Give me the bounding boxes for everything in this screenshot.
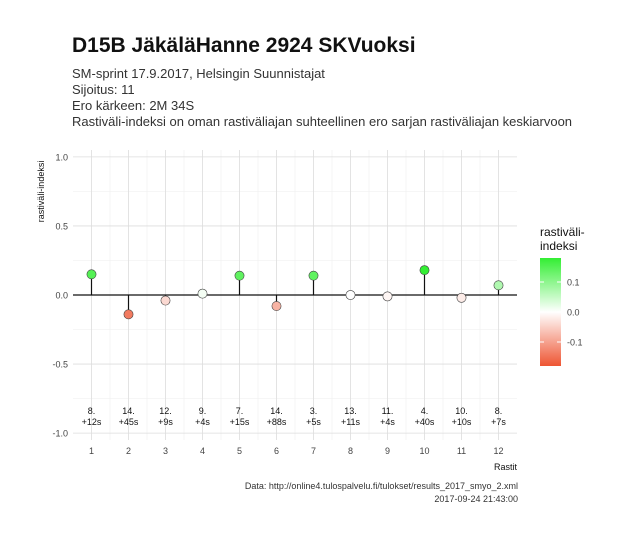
legend-tick-label: -0.1 xyxy=(567,338,583,348)
diff-label: +15s xyxy=(230,417,250,427)
data-point xyxy=(493,280,504,291)
data-point xyxy=(86,269,97,280)
y-axis-label: rastiväli-indeksi xyxy=(36,161,46,223)
data-point xyxy=(382,291,393,302)
diff-label: +10s xyxy=(452,417,472,427)
x-tick-label: 11 xyxy=(457,446,466,456)
rank-label: 8. xyxy=(495,406,503,416)
x-tick-label: 2 xyxy=(126,446,131,456)
x-tick-label: 8 xyxy=(348,446,353,456)
x-tick-label: 9 xyxy=(385,446,390,456)
data-point xyxy=(419,265,430,276)
data-point xyxy=(345,290,356,300)
y-tick-label: 0.5 xyxy=(55,221,68,231)
legend-tick-label: 0.1 xyxy=(567,278,580,288)
legend-title: rastiväli-indeksi xyxy=(540,225,620,253)
timestamp-caption: 2017-09-24 21:43:00 xyxy=(434,494,518,504)
y-tick-label: 1.0 xyxy=(55,152,68,162)
data-point xyxy=(197,288,208,299)
diff-label: +45s xyxy=(119,417,139,427)
diff-label: +88s xyxy=(267,417,287,427)
x-tick-label: 6 xyxy=(274,446,279,456)
diff-label: +4s xyxy=(195,417,210,427)
rank-label: 3. xyxy=(310,406,318,416)
rank-label: 12. xyxy=(159,406,172,416)
legend-colorbar xyxy=(540,258,561,366)
data-point xyxy=(160,295,171,306)
diff-label: +11s xyxy=(341,417,361,427)
rank-label: 13. xyxy=(344,406,357,416)
rank-label: 7. xyxy=(236,406,244,416)
rank-label: 10. xyxy=(455,406,468,416)
data-point xyxy=(456,292,467,303)
rank-label: 8. xyxy=(88,406,96,416)
rank-label: 11. xyxy=(382,406,394,416)
rank-label: 14. xyxy=(122,406,135,416)
subtitle-gap: Ero kärkeen: 2M 34S xyxy=(72,98,195,113)
diff-label: +12s xyxy=(82,417,102,427)
subtitle-description: Rastiväli-indeksi on oman rastiväliajan … xyxy=(72,114,573,129)
legend-tick-label: 0.0 xyxy=(567,308,580,318)
diff-label: +7s xyxy=(491,417,506,427)
legend-title-line: rastiväli- xyxy=(540,225,585,239)
x-axis-label: Rastit xyxy=(494,462,518,472)
x-tick-label: 10 xyxy=(419,446,429,456)
x-tick-label: 5 xyxy=(237,446,242,456)
y-tick-label: -1.0 xyxy=(52,429,68,439)
rank-label: 14. xyxy=(270,406,283,416)
x-tick-label: 12 xyxy=(493,446,503,456)
rank-label: 4. xyxy=(421,406,429,416)
data-point xyxy=(234,270,245,281)
x-tick-label: 1 xyxy=(89,446,94,456)
diff-label: +40s xyxy=(415,417,435,427)
diff-label: +4s xyxy=(380,417,395,427)
x-tick-label: 4 xyxy=(200,446,205,456)
x-tick-label: 7 xyxy=(311,446,316,456)
subtitle-placement: Sijoitus: 11 xyxy=(72,82,135,97)
y-tick-label: -0.5 xyxy=(52,360,68,370)
diff-label: +5s xyxy=(306,417,321,427)
x-tick-label: 3 xyxy=(163,446,168,456)
chart-title: D15B JäkäläHanne 2924 SKVuoksi xyxy=(72,34,416,57)
data-point xyxy=(308,270,319,281)
y-tick-label: 0.0 xyxy=(55,291,68,301)
legend-title-line: indeksi xyxy=(540,239,578,253)
diff-label: +9s xyxy=(158,417,173,427)
subtitle-event: SM-sprint 17.9.2017, Helsingin Suunnista… xyxy=(72,66,325,81)
data-point xyxy=(271,301,282,311)
data-source-caption: Data: http://online4.tulospalvelu.fi/tul… xyxy=(244,481,518,491)
data-point xyxy=(123,309,134,320)
rank-label: 9. xyxy=(199,406,207,416)
